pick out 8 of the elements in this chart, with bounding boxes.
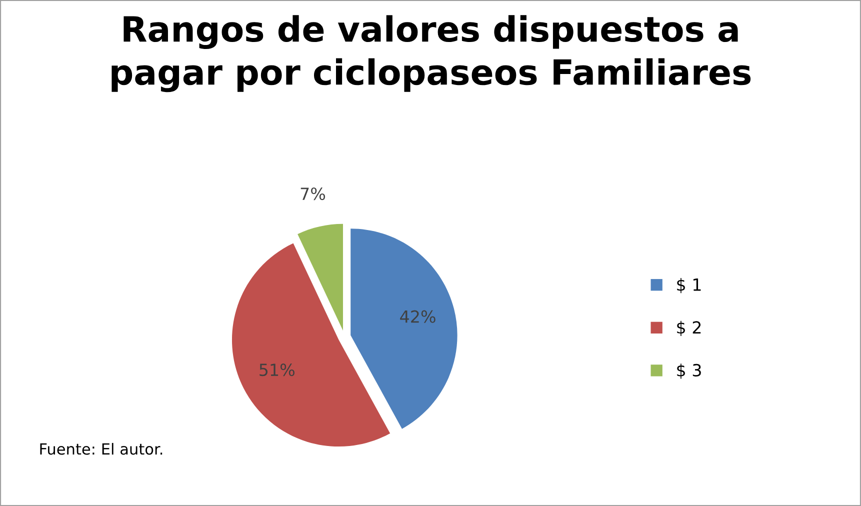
legend-label: $ 3: [677, 364, 701, 379]
data-label: 42%: [400, 310, 436, 323]
legend-label: $ 1: [677, 278, 701, 294]
source-note: Fuente: El autor.: [40, 442, 162, 455]
data-label: 51%: [260, 364, 294, 376]
chart-title: Rangos de valores dispuestos a pagar por ciclopaseos Familiares: [112, 15, 751, 92]
data-label: 7%: [300, 187, 326, 200]
legend-label: $ 2: [677, 320, 701, 336]
